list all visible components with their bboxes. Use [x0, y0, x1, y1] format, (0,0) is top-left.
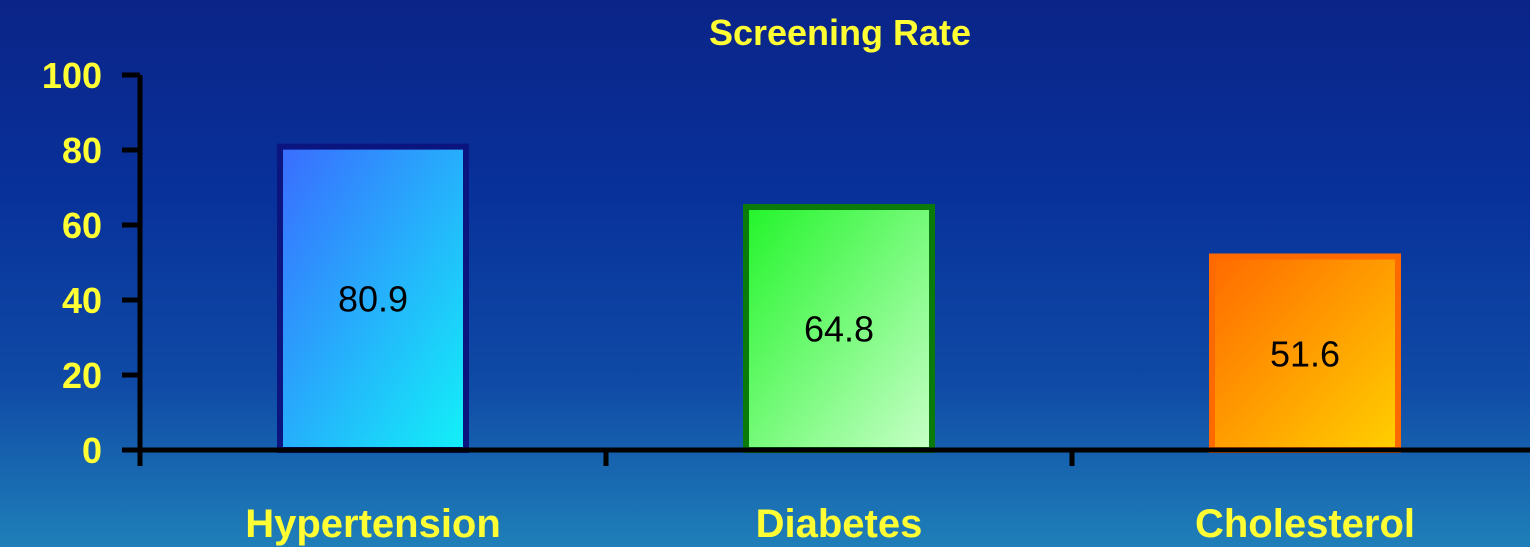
chart-title: Screening Rate — [709, 12, 971, 53]
x-axis: Hypertension Diabetes Cholesterol — [245, 502, 1415, 546]
x-tick-label: Cholesterol — [1195, 502, 1415, 546]
axes — [137, 75, 1530, 466]
y-tick-label: 20 — [62, 355, 102, 396]
data-label: 51.6 — [1270, 333, 1340, 374]
data-label: 80.9 — [338, 278, 408, 319]
y-tick-label: 80 — [62, 130, 102, 171]
data-label: 64.8 — [804, 309, 874, 350]
bar-diabetes — [743, 204, 935, 453]
y-axis: 0 20 40 60 80 100 — [42, 55, 140, 471]
bar-cholesterol — [1209, 253, 1401, 453]
x-tick-label: Diabetes — [756, 502, 923, 546]
y-tick-label: 0 — [82, 430, 102, 471]
y-tick-label: 40 — [62, 280, 102, 321]
y-tick-label: 60 — [62, 205, 102, 246]
y-tick-label: 100 — [42, 55, 102, 96]
bars: 80.9 64.8 51.6 — [277, 143, 1401, 453]
x-tick-label: Hypertension — [245, 502, 501, 546]
